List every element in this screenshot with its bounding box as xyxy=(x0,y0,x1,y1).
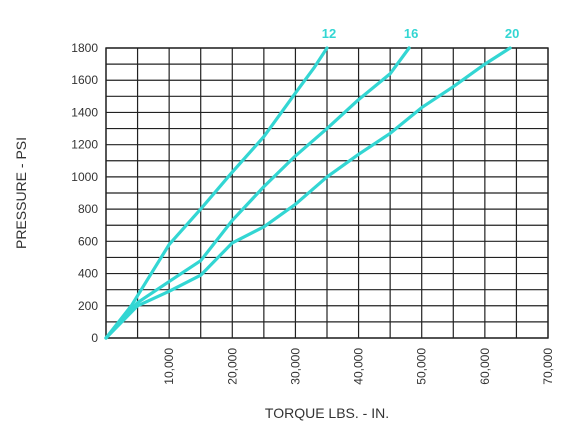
y-axis-ticks: 0 200 400 600 800 1000 1200 1400 1600 1800 xyxy=(71,41,98,345)
y-tick-label: 1000 xyxy=(71,170,98,184)
y-tick-label: 400 xyxy=(78,267,98,281)
y-tick-label: 800 xyxy=(78,202,98,216)
x-tick-label: 70,000 xyxy=(541,348,555,385)
x-tick-label: 40,000 xyxy=(352,348,366,385)
series-label-12: 12 xyxy=(322,26,336,41)
y-tick-label: 1200 xyxy=(71,138,98,152)
grid xyxy=(105,47,549,339)
y-tick-label: 200 xyxy=(78,299,98,313)
series-lines xyxy=(104,46,512,340)
y-tick-label: 1800 xyxy=(71,41,98,55)
series-line-20 xyxy=(104,46,512,340)
x-axis-ticks: 10,000 20,000 30,000 40,000 50,000 60,000 70,0… xyxy=(162,348,555,385)
y-tick-label: 1600 xyxy=(71,73,98,87)
series-line-16 xyxy=(104,46,411,340)
series-line-12 xyxy=(104,46,329,340)
x-tick-label: 10,000 xyxy=(162,348,176,385)
x-tick-label: 30,000 xyxy=(288,348,302,385)
y-axis-title: PRESSURE - PSI xyxy=(13,137,29,249)
series-label-20: 20 xyxy=(505,26,519,41)
series-label-16: 16 xyxy=(404,26,418,41)
y-tick-label: 1400 xyxy=(71,105,98,119)
x-tick-label: 20,000 xyxy=(225,348,239,385)
x-tick-label: 60,000 xyxy=(478,348,492,385)
x-axis-title: TORQUE LBS. - IN. xyxy=(265,405,389,421)
x-tick-label: 50,000 xyxy=(415,348,429,385)
y-tick-label: 0 xyxy=(91,331,98,345)
series-labels: 12 16 20 xyxy=(322,26,520,41)
y-tick-label: 600 xyxy=(78,234,98,248)
